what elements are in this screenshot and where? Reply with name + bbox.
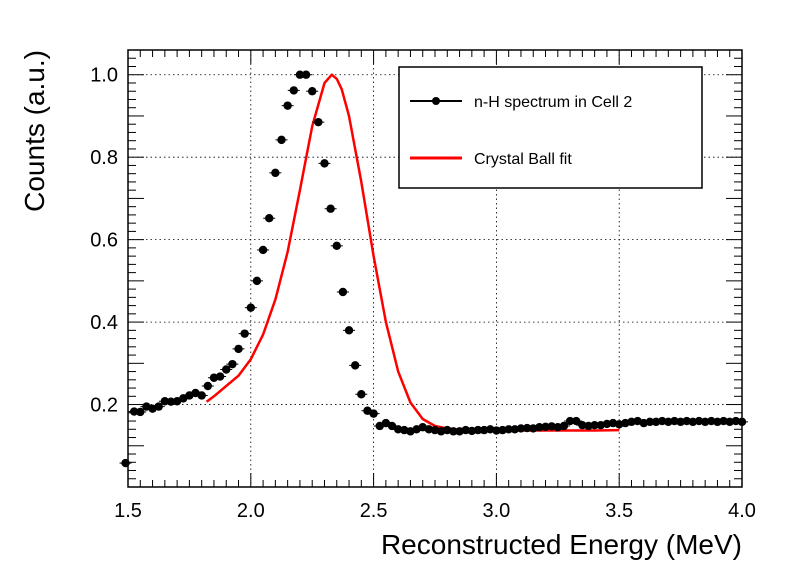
data-point [688, 417, 698, 427]
data-point [215, 372, 225, 381]
data-point [301, 70, 311, 79]
data-point [467, 426, 477, 436]
data-point [565, 416, 575, 426]
data-point [308, 87, 317, 96]
data-point [369, 409, 378, 418]
data-point [320, 159, 329, 168]
data-point [289, 86, 298, 95]
data-point [682, 416, 691, 426]
data-point [449, 427, 458, 436]
data-point [578, 420, 587, 430]
data-point [344, 326, 354, 335]
data-point [719, 416, 728, 426]
data-point [203, 381, 213, 391]
x-tick-label: 2.0 [237, 500, 265, 522]
legend: n-H spectrum in Cell 2 Crystal Ball fit [398, 66, 703, 189]
data-point [731, 416, 741, 426]
y-tick-label: 0.2 [90, 395, 118, 417]
data-point [479, 425, 489, 435]
data-point [657, 416, 667, 426]
legend-data-label: n-H spectrum in Cell 2 [474, 94, 632, 111]
plot-frame [127, 49, 743, 488]
x-tick-label: 4.0 [728, 500, 756, 522]
data-point [265, 214, 274, 223]
data-point [725, 417, 734, 427]
x-tick-label: 3.5 [605, 500, 633, 522]
data-point [461, 425, 470, 435]
data-point [387, 421, 397, 431]
data-point [252, 276, 262, 286]
data-point [590, 420, 599, 430]
y-tick-label: 0.4 [90, 312, 118, 334]
data-point [393, 425, 403, 434]
data-point [645, 417, 655, 427]
y-tick-labels: 0.2 0.4 0.6 0.8 1.0 [90, 65, 118, 417]
data-point [572, 416, 581, 426]
data-point [197, 391, 206, 400]
data-point [535, 423, 544, 432]
data-point [277, 135, 286, 145]
data-point [129, 407, 139, 416]
data-point [713, 417, 722, 427]
data-point [541, 422, 550, 432]
legend-box [398, 66, 703, 189]
data-point [473, 425, 483, 435]
data-point [664, 417, 673, 427]
data-point [160, 397, 170, 406]
data-point [332, 241, 341, 251]
x-tick-labels: 1.5 2.0 2.5 3.0 3.5 4.0 [114, 500, 756, 522]
data-point [166, 397, 176, 406]
data-point [154, 402, 163, 411]
legend-data-marker [432, 97, 440, 105]
data-point [547, 422, 556, 431]
data-point [602, 419, 612, 429]
data-point [504, 425, 513, 434]
data-point [136, 407, 145, 417]
data-point [627, 417, 636, 427]
data-point [295, 70, 305, 79]
x-tick-label: 3.0 [482, 500, 510, 522]
data-point [350, 361, 360, 370]
data-point [559, 421, 569, 431]
y-tick-label: 0.6 [90, 230, 118, 252]
data-point [510, 425, 520, 434]
data-point [424, 425, 434, 434]
data-point [670, 416, 679, 426]
x-tick-label: 1.5 [114, 500, 142, 522]
data-point [314, 117, 323, 127]
data-point [234, 344, 243, 354]
y-tick-label: 0.8 [90, 147, 118, 169]
y-tick-label: 1.0 [90, 65, 118, 87]
data-point [258, 245, 268, 255]
data-point [222, 365, 231, 374]
data-point [357, 390, 366, 399]
data-point [326, 204, 335, 213]
data-point [694, 416, 704, 426]
data-point [522, 423, 532, 433]
data-point [516, 424, 526, 433]
data-point [707, 416, 716, 426]
data-point [498, 425, 507, 435]
legend-fit-label: Crystal Ball fit [474, 151, 572, 168]
data-point [338, 287, 348, 297]
data-point [584, 421, 593, 431]
data-point [246, 303, 255, 312]
data-point [700, 417, 710, 427]
data-point [240, 329, 249, 338]
x-axis-title: Reconstructed Energy (MeV) [381, 529, 742, 560]
data-point [651, 417, 661, 427]
data-point [271, 168, 280, 178]
y-axis-title: Counts (a.u.) [19, 50, 50, 212]
data-point [676, 417, 685, 427]
data-point [283, 101, 292, 110]
x-tick-label: 2.5 [360, 500, 388, 522]
data-point [492, 426, 501, 435]
data-point [228, 359, 237, 369]
